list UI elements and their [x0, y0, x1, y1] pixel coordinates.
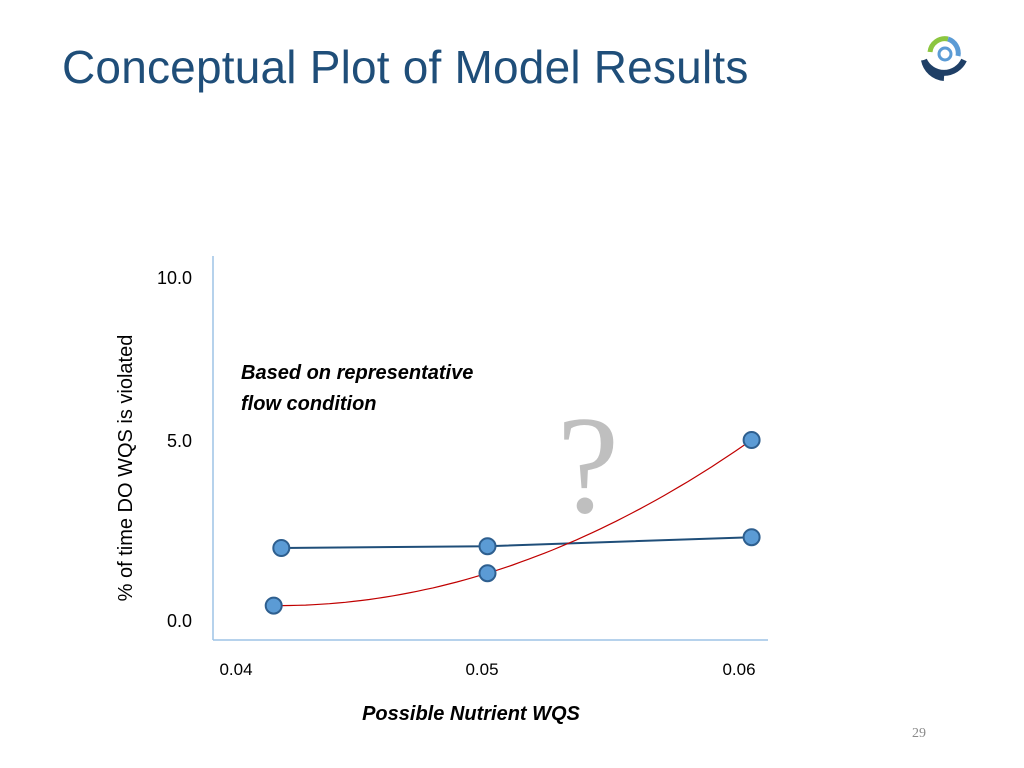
x-tick-label: 0.04	[219, 660, 252, 679]
y-axis-title: % of time DO WQS is violated	[115, 335, 137, 602]
y-tick-label: 5.0	[167, 431, 192, 451]
concentric-circles-logo-icon	[921, 36, 967, 81]
slide-number: 29	[912, 726, 926, 741]
chart-annotation: Based on representative flow condition	[241, 362, 479, 415]
x-tick-label: 0.05	[465, 660, 498, 679]
y-tick-label: 0.0	[167, 611, 192, 631]
series-line	[281, 536, 752, 549]
data-point	[478, 564, 497, 583]
data-point	[742, 528, 761, 547]
series-line	[273, 439, 752, 607]
data-point	[264, 596, 283, 615]
data-point	[272, 539, 291, 557]
data-point	[478, 537, 497, 556]
slide-title: Conceptual Plot of Model Results	[62, 41, 749, 93]
y-tick-label: 10.0	[157, 268, 192, 288]
chart-annotation-line: flow condition	[241, 393, 377, 415]
x-tick-label: 0.06	[722, 660, 755, 679]
series-layer	[264, 431, 761, 615]
chart-annotation-line: Based on representative	[241, 362, 473, 384]
question-mark: ?	[557, 388, 619, 543]
data-point	[742, 431, 761, 449]
x-axis-title: Possible Nutrient WQS	[362, 703, 580, 725]
